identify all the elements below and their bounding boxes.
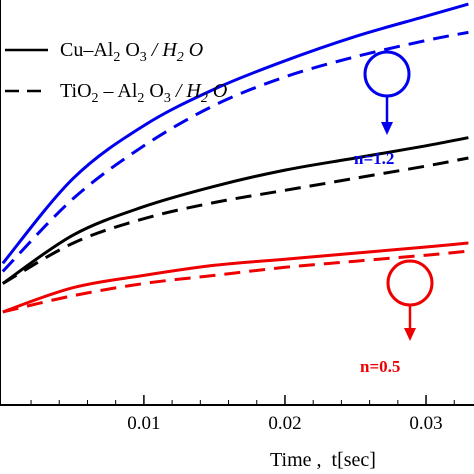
x-tick-label-1: 0.02 (268, 413, 301, 434)
series-line-5 (2, 249, 469, 314)
x-tick-label-0: 0.01 (127, 413, 160, 434)
legend: Cu–Al2 O3 / H2 O TiO2 – Al2 O3 / H2 O (5, 39, 227, 106)
series-line-2 (1, 136, 469, 285)
series-line-0 (1, 2, 469, 265)
x-axis-label: Time , t[sec] (270, 449, 376, 471)
annotation-label-n-1.2: n=1.2 (354, 149, 394, 168)
annotation-circle-blue (363, 50, 411, 98)
annotation-circle-red (386, 259, 434, 307)
x-axis-ticks: 0.01 0.02 0.03 (30, 395, 455, 434)
series-line-4 (2, 241, 469, 314)
series-line-3 (2, 156, 469, 285)
annotation-arrowhead-blue (381, 122, 393, 135)
series-line-1 (1, 30, 469, 273)
legend-label-dashed: TiO2 – Al2 O3 / H2 O (60, 80, 227, 106)
plot-frame (0, 0, 474, 406)
annotation-arrowhead-red (404, 328, 416, 341)
annotation-n-1.2: n=1.2 (354, 50, 411, 168)
x-tick-label-2: 0.03 (409, 413, 442, 434)
annotation-label-n-0.5: n=0.5 (360, 357, 400, 376)
legend-label-solid: Cu–Al2 O3 / H2 O (60, 39, 203, 65)
annotation-n-0.5: n=0.5 (360, 259, 434, 376)
series-layer (1, 2, 469, 314)
